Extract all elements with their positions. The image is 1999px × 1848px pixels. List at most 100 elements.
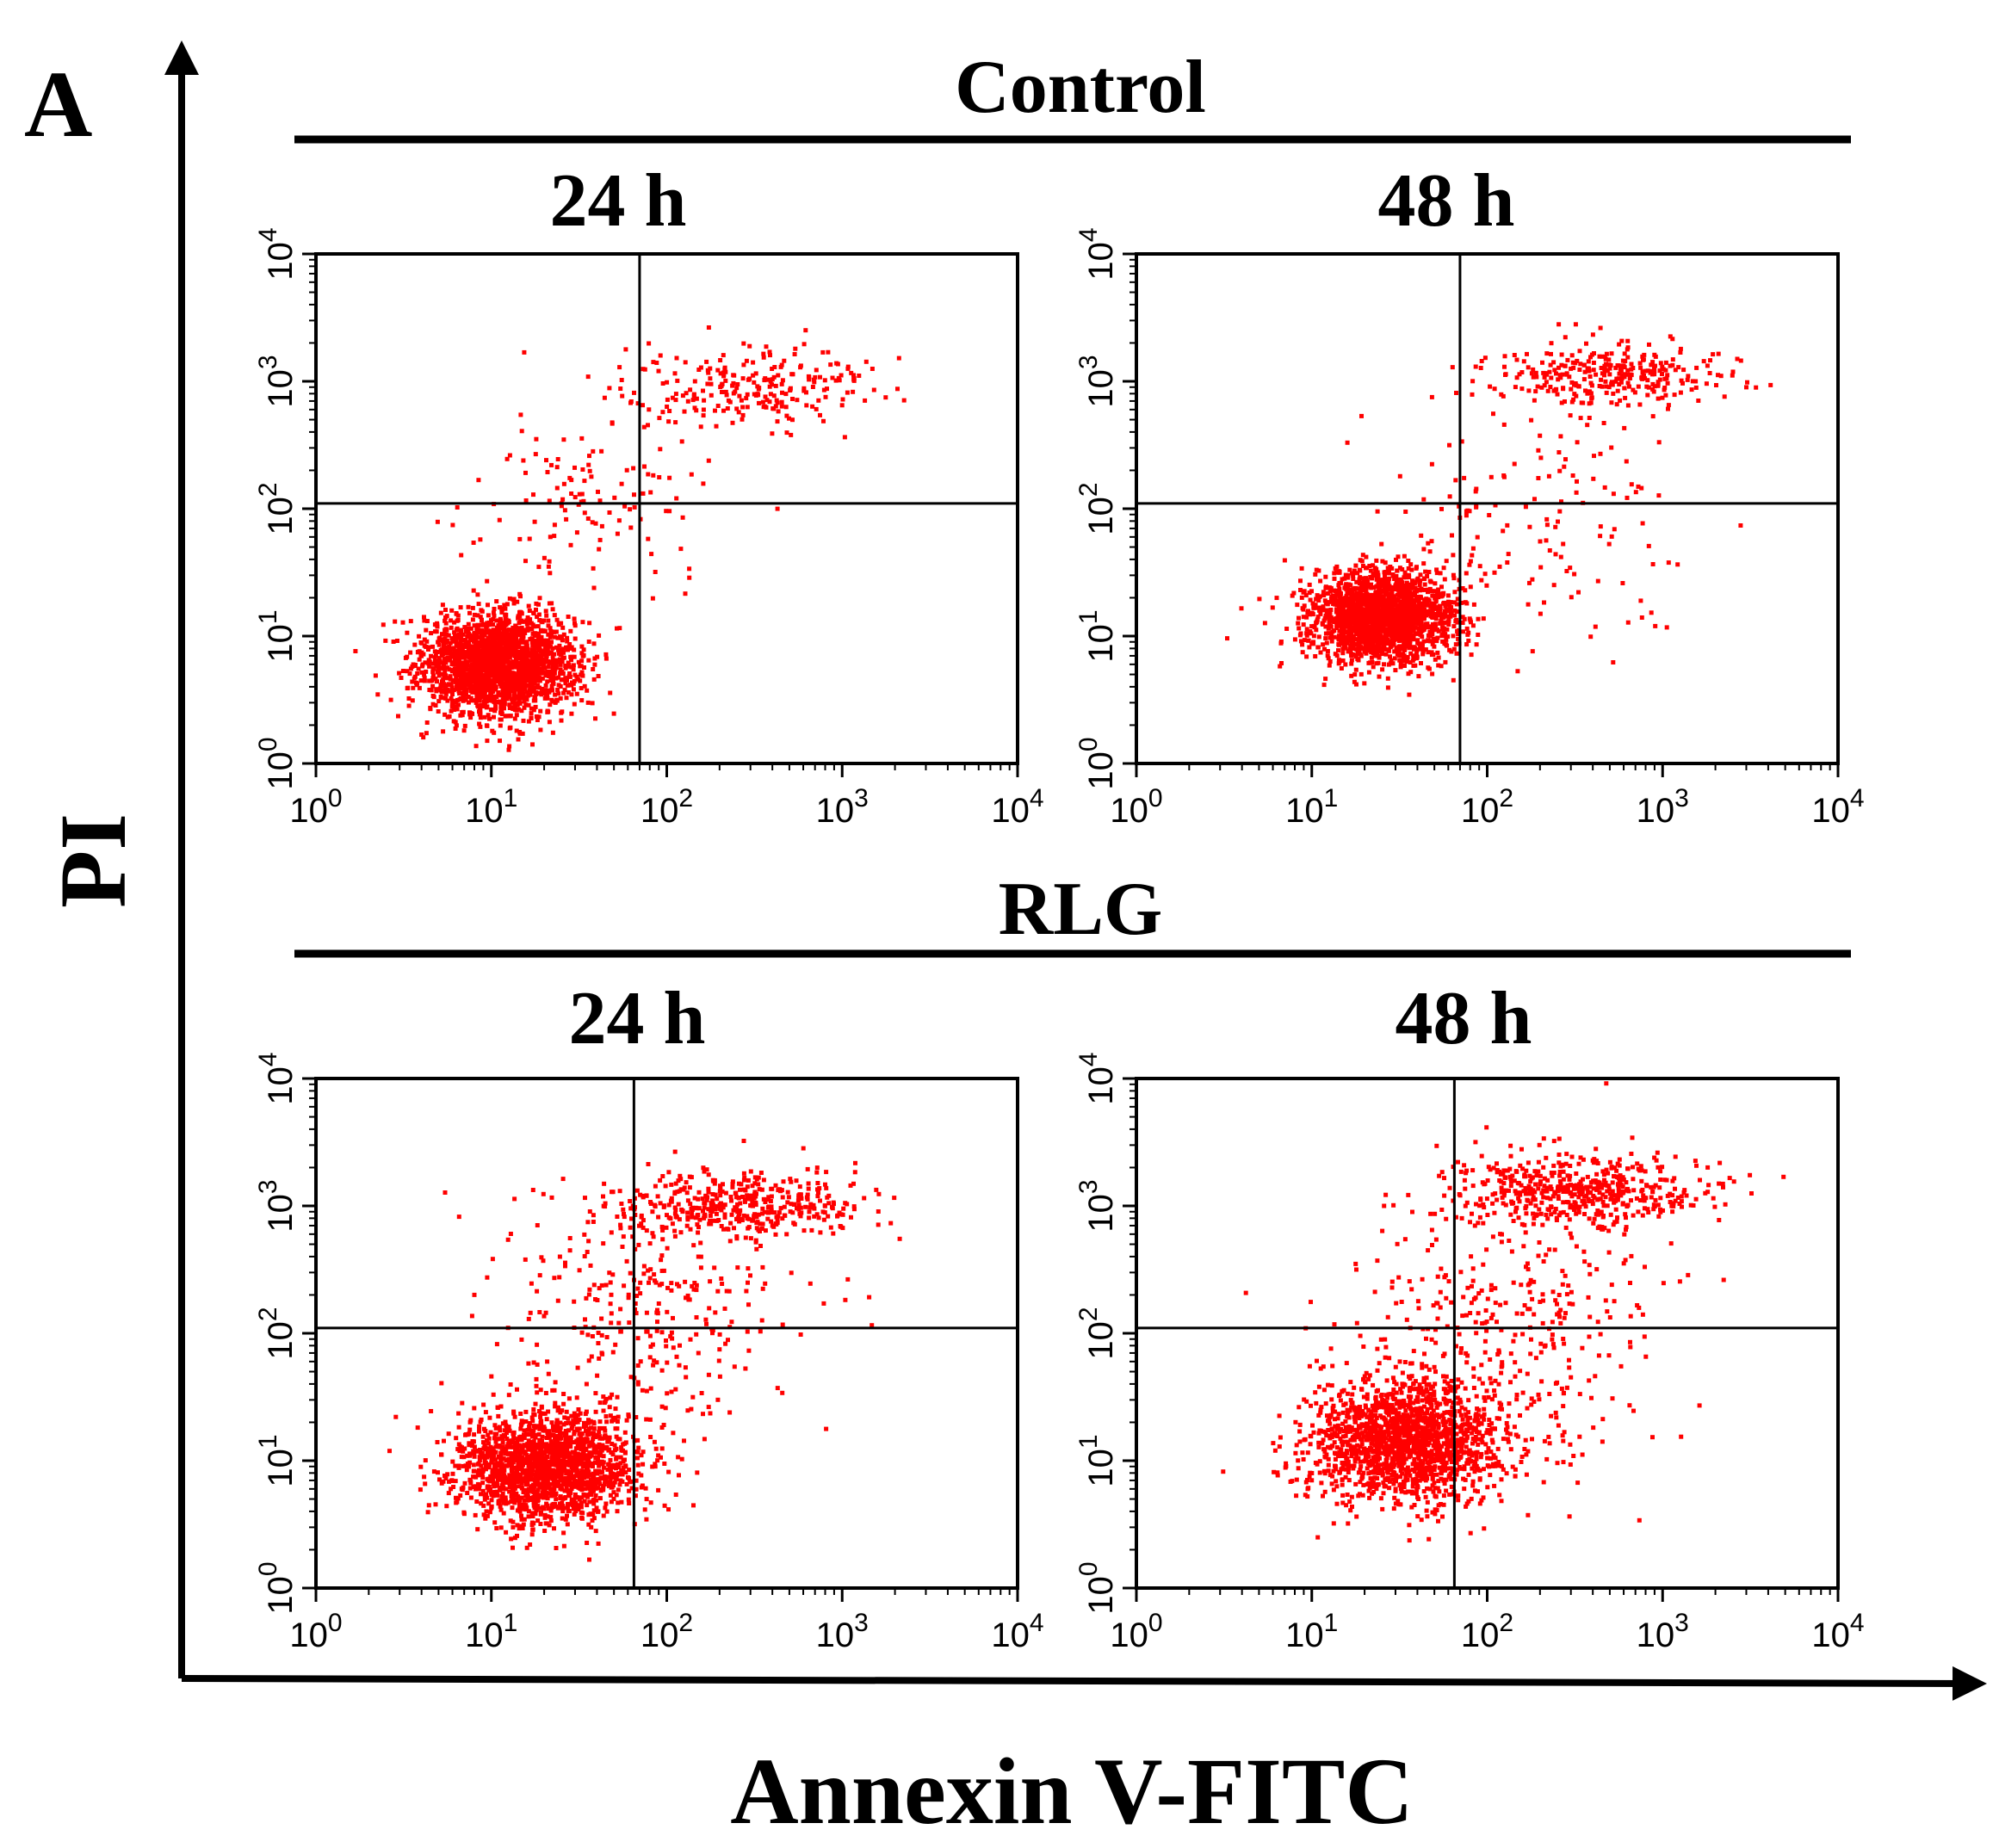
data-point [474, 631, 479, 636]
data-point [486, 647, 492, 652]
data-point [533, 695, 538, 701]
data-point [1429, 603, 1434, 608]
data-point [510, 700, 515, 705]
data-point [1359, 637, 1365, 642]
data-point [517, 707, 521, 712]
data-point [482, 633, 487, 638]
data-point [579, 698, 585, 703]
data-point [563, 681, 568, 686]
data-point [1413, 617, 1418, 622]
data-point [1417, 579, 1422, 584]
data-point [507, 744, 512, 749]
data-point [449, 636, 455, 641]
data-point [1257, 596, 1262, 602]
data-point [449, 704, 455, 709]
data-point [488, 707, 493, 712]
data-point [535, 624, 541, 629]
data-point [449, 618, 454, 623]
data-point [485, 723, 490, 728]
data-point [408, 666, 413, 671]
data-point [468, 715, 473, 720]
data-point [473, 658, 478, 662]
data-point [455, 641, 459, 646]
data-point [437, 658, 443, 664]
data-point [503, 646, 508, 651]
data-point [612, 495, 617, 500]
data-point [486, 713, 491, 718]
data-point [1394, 646, 1399, 651]
data-point [1419, 661, 1423, 665]
data-point [1435, 627, 1440, 633]
data-point [433, 629, 437, 634]
data-point [804, 403, 809, 408]
data-point [482, 644, 486, 649]
data-point [507, 596, 512, 601]
data-point [1360, 564, 1365, 568]
data-point [517, 689, 522, 694]
data-point [491, 610, 496, 615]
data-point [1650, 386, 1656, 392]
data-point [1427, 570, 1432, 574]
data-point [1328, 615, 1334, 620]
data-point [820, 349, 826, 355]
data-point [1433, 616, 1439, 621]
data-point [522, 699, 527, 704]
data-point [1351, 600, 1356, 605]
data-point [465, 626, 470, 631]
data-point [1438, 621, 1443, 626]
data-point [550, 607, 555, 612]
data-point [492, 642, 497, 646]
data-point [1316, 634, 1321, 640]
data-point [463, 679, 468, 684]
data-point [1387, 576, 1392, 581]
data-point [525, 689, 529, 695]
data-point [818, 412, 822, 417]
data-point [505, 652, 511, 658]
data-point [468, 644, 473, 649]
data-point [1451, 624, 1457, 629]
data-point [1433, 612, 1439, 616]
data-point [468, 695, 473, 701]
data-point [1420, 649, 1426, 654]
data-point [552, 522, 557, 528]
data-point [479, 608, 484, 613]
data-point [465, 634, 470, 640]
data-point [1452, 590, 1457, 595]
data-point [540, 642, 544, 647]
data-point [477, 640, 481, 645]
data-point [1371, 615, 1376, 621]
data-point [1364, 566, 1368, 571]
data-point [784, 430, 789, 436]
data-point [1367, 614, 1372, 619]
data-point [765, 377, 771, 382]
data-point [851, 377, 857, 382]
data-point [456, 677, 461, 683]
data-point [1414, 596, 1419, 601]
data-point [564, 695, 569, 701]
data-point [1617, 371, 1622, 376]
data-point [447, 645, 452, 649]
data-point [1402, 647, 1408, 652]
data-point [721, 408, 726, 413]
data-point [439, 665, 443, 671]
data-point [1364, 651, 1369, 656]
data-point [675, 378, 680, 383]
data-point [555, 688, 560, 692]
data-point [1456, 632, 1461, 637]
data-point [1465, 632, 1470, 637]
data-point [1589, 396, 1594, 401]
data-point [1434, 639, 1439, 644]
data-point [460, 662, 465, 666]
data-point [1341, 632, 1346, 637]
data-point [479, 689, 484, 695]
data-point [1332, 576, 1337, 581]
data-point [492, 607, 497, 611]
data-point [1419, 626, 1423, 630]
data-point [1328, 586, 1334, 591]
data-point [518, 681, 523, 686]
data-point [470, 650, 475, 655]
data-point [665, 380, 670, 385]
data-point [545, 470, 550, 474]
data-point [1402, 624, 1407, 629]
data-point [426, 645, 431, 650]
